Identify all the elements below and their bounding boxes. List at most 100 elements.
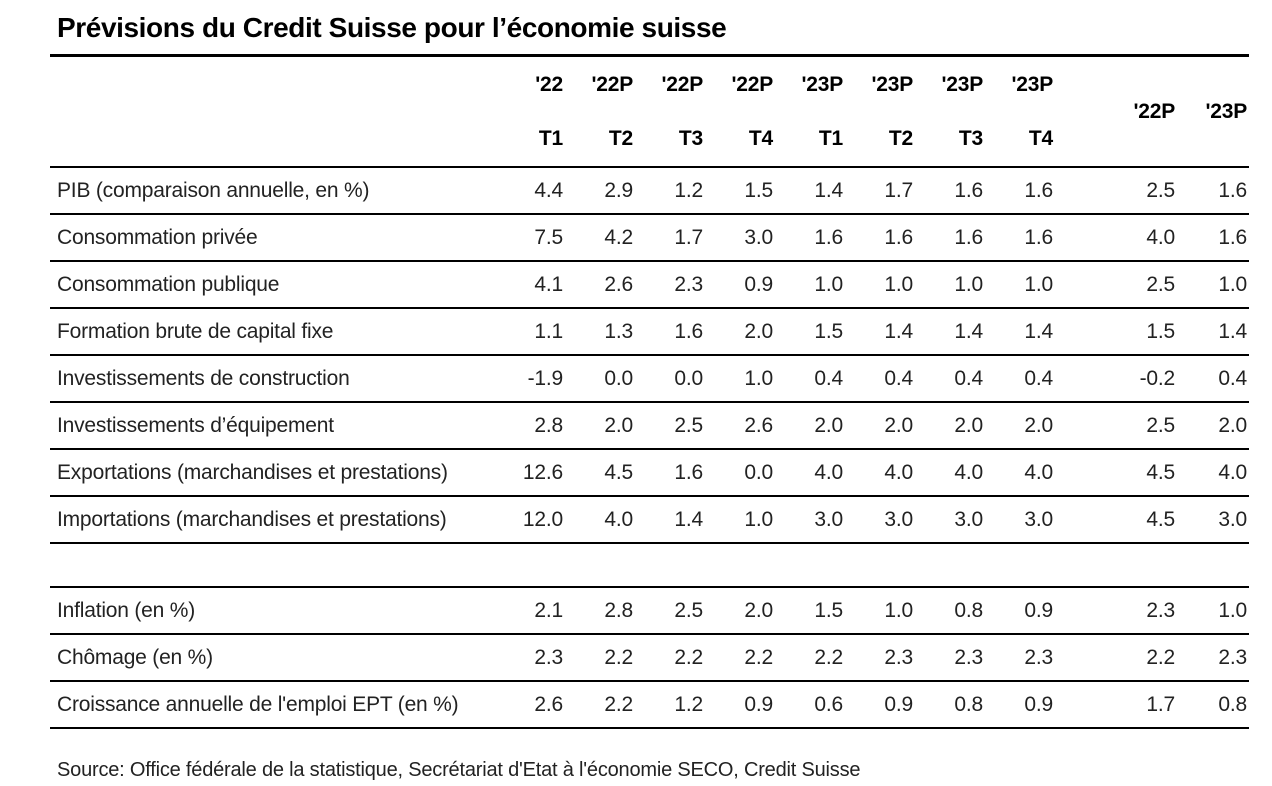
col-header-quarter: T4 <box>705 112 775 168</box>
gap-cell <box>1055 355 1105 403</box>
cell-value: 0.4 <box>1177 355 1249 403</box>
cell-value: 1.4 <box>985 308 1055 356</box>
cell-value: 1.0 <box>1177 587 1249 635</box>
row-label: Inflation (en %) <box>50 587 495 635</box>
cell-value: 1.5 <box>1105 308 1177 356</box>
table-header: '22 '22P '22P '22P '23P '23P '23P '23P '… <box>50 57 1249 168</box>
cell-value: 12.0 <box>495 496 565 544</box>
table-row: Investissements d’équipement 2.8 2.0 2.5… <box>50 402 1249 450</box>
cell-value: 2.0 <box>915 402 985 450</box>
col-header-annual: '23P <box>1177 57 1249 168</box>
cell-value: 2.5 <box>1105 261 1177 309</box>
gap-cell <box>1055 261 1105 309</box>
cell-value: 4.0 <box>775 449 845 497</box>
cell-value: 1.7 <box>845 167 915 215</box>
table-row: Consommation publique 4.1 2.6 2.3 0.9 1.… <box>50 261 1249 309</box>
forecast-table: '22 '22P '22P '22P '23P '23P '23P '23P '… <box>50 57 1249 729</box>
cell-value: 12.6 <box>495 449 565 497</box>
cell-value: 1.6 <box>915 214 985 262</box>
row-label: Croissance annuelle de l'emploi EPT (en … <box>50 681 495 729</box>
row-label: Importations (marchandises et prestation… <box>50 496 495 544</box>
cell-value: 4.5 <box>1105 449 1177 497</box>
cell-value: 0.4 <box>915 355 985 403</box>
table-row: Investissements de construction -1.9 0.0… <box>50 355 1249 403</box>
cell-value: 0.9 <box>985 587 1055 635</box>
table-body: PIB (comparaison annuelle, en %) 4.4 2.9… <box>50 167 1249 729</box>
cell-value: 2.3 <box>915 634 985 682</box>
header-row-quarters: T1 T2 T3 T4 T1 T2 T3 T4 <box>50 112 1249 168</box>
spacer-cell <box>50 543 1249 588</box>
cell-value: 2.5 <box>635 587 705 635</box>
col-header-quarter: T2 <box>565 112 635 168</box>
cell-value: 0.0 <box>635 355 705 403</box>
cell-value: 2.5 <box>1105 167 1177 215</box>
cell-value: 3.0 <box>845 496 915 544</box>
gap-cell <box>1055 496 1105 544</box>
row-label: Consommation publique <box>50 261 495 309</box>
cell-value: 2.2 <box>565 681 635 729</box>
cell-value: 2.2 <box>635 634 705 682</box>
col-header-quarter: T3 <box>915 112 985 168</box>
cell-value: 1.4 <box>1177 308 1249 356</box>
cell-value: 0.0 <box>565 355 635 403</box>
col-header-year: '23P <box>941 72 983 96</box>
cell-value: 1.6 <box>635 449 705 497</box>
col-header-quarter: T4 <box>985 112 1055 168</box>
row-label: Chômage (en %) <box>50 634 495 682</box>
cell-value: -1.9 <box>495 355 565 403</box>
cell-value: 2.0 <box>705 587 775 635</box>
gap-cell <box>1055 167 1105 215</box>
cell-value: 0.8 <box>915 587 985 635</box>
cell-value: 2.1 <box>495 587 565 635</box>
cell-value: 2.0 <box>985 402 1055 450</box>
cell-value: 1.6 <box>1177 167 1249 215</box>
cell-value: 4.0 <box>1105 214 1177 262</box>
cell-value: 2.9 <box>565 167 635 215</box>
table-row: PIB (comparaison annuelle, en %) 4.4 2.9… <box>50 167 1249 215</box>
cell-value: 4.0 <box>845 449 915 497</box>
cell-value: 0.9 <box>845 681 915 729</box>
row-label: Consommation privée <box>50 214 495 262</box>
cell-value: 1.6 <box>635 308 705 356</box>
cell-value: -0.2 <box>1105 355 1177 403</box>
cell-value: 1.4 <box>635 496 705 544</box>
cell-value: 2.8 <box>495 402 565 450</box>
cell-value: 0.9 <box>705 261 775 309</box>
col-header-year: '23P <box>871 72 913 96</box>
col-header-year: '22P <box>731 72 773 96</box>
cell-value: 0.0 <box>705 449 775 497</box>
cell-value: 1.7 <box>635 214 705 262</box>
row-label: Formation brute de capital fixe <box>50 308 495 356</box>
cell-value: 2.3 <box>1177 634 1249 682</box>
cell-value: 1.0 <box>705 355 775 403</box>
cell-value: 2.2 <box>705 634 775 682</box>
col-header-quarter: T1 <box>775 112 845 168</box>
page-title: Prévisions du Credit Suisse pour l’écono… <box>57 12 727 43</box>
cell-value: 1.0 <box>845 587 915 635</box>
cell-value: 2.6 <box>495 681 565 729</box>
cell-value: 2.3 <box>635 261 705 309</box>
col-header-year: '22 <box>535 72 563 96</box>
cell-value: 0.4 <box>775 355 845 403</box>
label-column-header <box>50 57 495 168</box>
cell-value: 2.2 <box>1105 634 1177 682</box>
cell-value: 1.0 <box>845 261 915 309</box>
col-header-quarter: T2 <box>845 112 915 168</box>
col-header-annual: '22P <box>1105 57 1177 168</box>
cell-value: 1.2 <box>635 167 705 215</box>
cell-value: 1.6 <box>985 214 1055 262</box>
cell-value: 0.8 <box>1177 681 1249 729</box>
section-spacer-row <box>50 543 1249 588</box>
cell-value: 1.0 <box>915 261 985 309</box>
cell-value: 1.6 <box>845 214 915 262</box>
col-header-year: '22P <box>661 72 703 96</box>
cell-value: 1.1 <box>495 308 565 356</box>
gap-cell <box>1055 402 1105 450</box>
cell-value: 0.4 <box>845 355 915 403</box>
col-header-quarter: T1 <box>495 112 565 168</box>
cell-value: 2.2 <box>775 634 845 682</box>
row-label: Investissements de construction <box>50 355 495 403</box>
cell-value: 3.0 <box>985 496 1055 544</box>
cell-value: 1.7 <box>1105 681 1177 729</box>
